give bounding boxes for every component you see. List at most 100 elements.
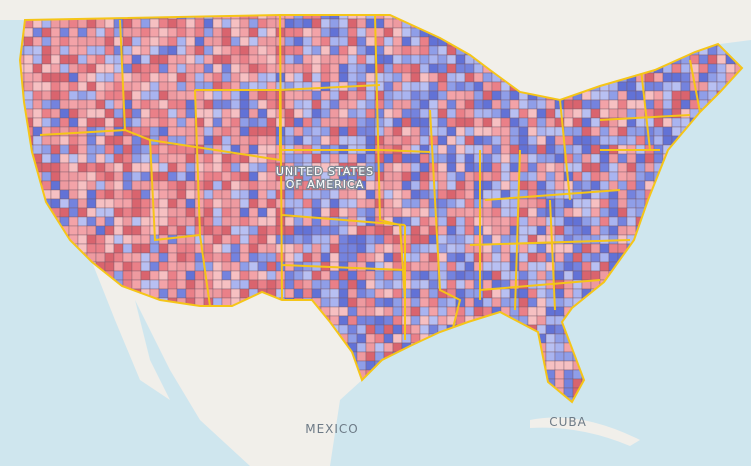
county	[230, 18, 241, 29]
county	[491, 252, 502, 263]
county	[167, 252, 178, 263]
county	[473, 252, 484, 263]
county	[293, 198, 304, 209]
county	[86, 189, 97, 200]
county	[77, 189, 88, 200]
county	[491, 261, 502, 272]
county	[347, 72, 358, 83]
county	[248, 90, 259, 101]
county	[284, 198, 295, 209]
county	[401, 153, 412, 164]
county	[302, 198, 313, 209]
county	[563, 378, 574, 389]
county	[356, 261, 367, 272]
county	[320, 36, 331, 47]
county	[401, 72, 412, 83]
county	[95, 108, 106, 119]
county	[482, 153, 493, 164]
county	[626, 207, 637, 218]
county	[59, 99, 70, 110]
county	[113, 90, 124, 101]
county	[365, 351, 376, 362]
county	[140, 243, 151, 254]
county	[338, 297, 349, 308]
county	[509, 99, 520, 110]
county	[302, 153, 313, 164]
county	[131, 117, 142, 128]
county	[464, 63, 475, 74]
county	[581, 171, 592, 182]
county	[221, 162, 232, 173]
county	[131, 279, 142, 290]
county	[122, 72, 133, 83]
county	[311, 90, 322, 101]
county	[86, 117, 97, 128]
county	[122, 180, 133, 191]
county	[302, 288, 313, 299]
county	[383, 288, 394, 299]
county	[32, 90, 43, 101]
county	[473, 198, 484, 209]
county	[572, 144, 583, 155]
county	[464, 99, 475, 110]
county	[311, 36, 322, 47]
county	[374, 288, 385, 299]
county	[212, 18, 223, 29]
county	[77, 144, 88, 155]
county	[140, 252, 151, 263]
county	[212, 225, 223, 236]
county	[239, 207, 250, 218]
county	[437, 315, 448, 326]
county	[266, 171, 277, 182]
county	[590, 234, 601, 245]
county	[410, 225, 421, 236]
county	[428, 315, 439, 326]
county	[266, 108, 277, 119]
county	[212, 45, 223, 56]
county	[176, 126, 187, 137]
county	[482, 189, 493, 200]
county	[329, 297, 340, 308]
county	[518, 261, 529, 272]
county	[599, 234, 610, 245]
county	[77, 234, 88, 245]
county	[284, 252, 295, 263]
county	[365, 234, 376, 245]
county	[599, 99, 610, 110]
county	[563, 243, 574, 254]
county	[293, 288, 304, 299]
county	[104, 144, 115, 155]
county	[59, 189, 70, 200]
county	[671, 72, 682, 83]
county	[536, 315, 547, 326]
county	[311, 234, 322, 245]
county	[185, 126, 196, 137]
county	[356, 189, 367, 200]
county	[680, 108, 691, 119]
county	[329, 243, 340, 254]
county	[113, 18, 124, 29]
county	[248, 117, 259, 128]
county	[266, 225, 277, 236]
county	[68, 198, 79, 209]
county	[248, 63, 259, 74]
county	[437, 108, 448, 119]
county	[509, 162, 520, 173]
county	[167, 90, 178, 101]
county	[635, 117, 646, 128]
county	[365, 90, 376, 101]
county	[437, 99, 448, 110]
county	[248, 261, 259, 272]
county	[23, 81, 34, 92]
county	[509, 171, 520, 182]
county	[95, 135, 106, 146]
county	[77, 18, 88, 29]
county	[455, 225, 466, 236]
county	[239, 243, 250, 254]
county	[365, 153, 376, 164]
county	[113, 189, 124, 200]
county	[311, 270, 322, 281]
county	[374, 225, 385, 236]
county	[122, 270, 133, 281]
county	[419, 45, 430, 56]
